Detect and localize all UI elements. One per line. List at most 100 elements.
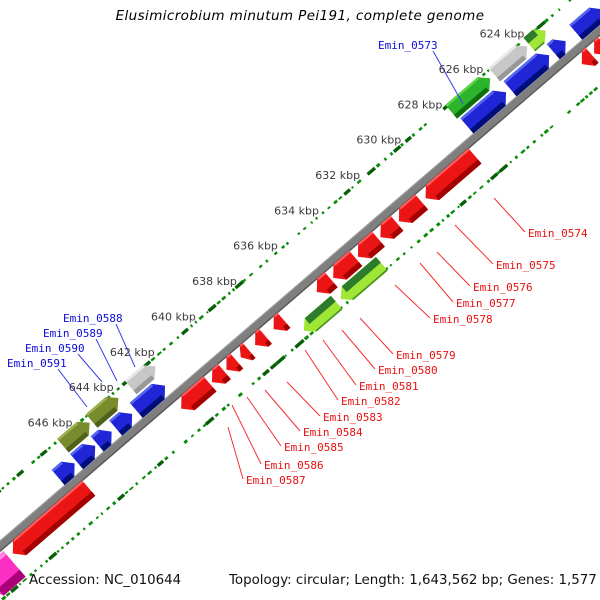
gene-label-Emin_0576[interactable]: Emin_0576 <box>473 281 533 294</box>
gc-dot <box>509 160 513 164</box>
gene-label-Emin_0590[interactable]: Emin_0590 <box>25 342 85 355</box>
gene-Emin_0574[interactable] <box>425 148 482 201</box>
gc-dot <box>575 101 581 107</box>
gc-dot <box>141 475 147 480</box>
gene-label-Emin_0582[interactable]: Emin_0582 <box>341 395 401 408</box>
gc-dot <box>435 222 441 227</box>
leader-line-Emin_0591 <box>57 368 88 408</box>
gene-arrow-bottom-bevel <box>556 50 566 60</box>
gene-label-Emin_0579[interactable]: Emin_0579 <box>396 349 456 362</box>
gc-dot <box>429 227 435 233</box>
gene-Emin_0590[interactable] <box>57 421 90 453</box>
gene-label-Emin_0589[interactable]: Emin_0589 <box>43 327 103 340</box>
gene-arrow[interactable] <box>488 45 528 82</box>
gc-dot <box>273 251 278 256</box>
gc-dot <box>543 128 549 135</box>
gene-Emin_0586-top-bevel <box>212 363 220 371</box>
gene-Emin_0583-bottom-bevel <box>264 339 272 347</box>
gene-label-Emin_0581[interactable]: Emin_0581 <box>359 380 419 393</box>
gene-label-Emin_0573[interactable]: Emin_0573 <box>378 39 438 52</box>
gene-Emin_0589[interactable] <box>85 397 119 428</box>
gene-Emin_0575[interactable] <box>398 194 429 223</box>
gene-label-Emin_0583[interactable]: Emin_0583 <box>323 411 383 424</box>
gene-label-Emin_0585[interactable]: Emin_0585 <box>284 441 344 454</box>
gc-dot <box>5 592 11 597</box>
gene-Emin_0584-bottom-bevel <box>249 353 256 361</box>
gc-dot <box>532 139 537 144</box>
map-title: Elusimicrobium minutum Pei191, complete … <box>115 8 485 24</box>
gc-dot <box>95 515 100 520</box>
gene-label-Emin_0577[interactable]: Emin_0577 <box>456 297 516 310</box>
gene-arrow-top-bevel <box>488 45 517 70</box>
gc-dot <box>593 86 599 92</box>
gene-label-Emin_0580[interactable]: Emin_0580 <box>378 364 438 377</box>
gene-arrow[interactable] <box>129 383 165 418</box>
gene-label-Emin_0574[interactable]: Emin_0574 <box>528 227 588 240</box>
gene-Emin_0591-top-bevel <box>51 461 63 472</box>
gc-dot <box>284 354 288 357</box>
gene-arrow-bottom-bevel <box>534 41 545 52</box>
gc-dot <box>39 564 44 568</box>
gene-Emin_0573[interactable] <box>445 77 491 119</box>
gene-arrow[interactable] <box>460 90 506 134</box>
gene-Emin_0575-top-bevel <box>399 194 417 210</box>
gc-dot <box>231 287 236 292</box>
gc-dot <box>39 449 48 457</box>
gc-dot <box>383 157 388 162</box>
gene-Emin_0587-top-bevel <box>181 376 205 397</box>
gene-arrow-top-bevel <box>13 480 84 542</box>
gene-Emin_0581-top-bevel <box>304 295 336 324</box>
gc-dot <box>261 368 271 377</box>
gene-arrow-top-bevel <box>581 47 587 53</box>
gene-Emin_0573-bottom-bevel <box>453 87 490 119</box>
tick-label-640: 640 kbp <box>151 310 196 323</box>
gc-dot <box>189 324 194 328</box>
gene-arrow[interactable] <box>12 480 96 556</box>
gc-dot <box>416 239 421 244</box>
gc-dot <box>498 163 509 173</box>
gene-label-Emin_0586[interactable]: Emin_0586 <box>264 459 324 472</box>
backbone-line <box>0 25 600 551</box>
gene-Emin_0579[interactable] <box>333 250 363 280</box>
gene-Emin_0576-top-bevel <box>380 215 392 226</box>
gene-Emin_0587[interactable] <box>181 376 217 411</box>
tick-label-644: 644 kbp <box>69 381 114 394</box>
gc-dot <box>351 186 354 189</box>
gc-dot <box>171 450 176 455</box>
gene-arrow[interactable] <box>503 53 550 97</box>
gene-label-Emin_0588[interactable]: Emin_0588 <box>63 312 123 325</box>
leader-line-Emin_0587 <box>227 426 244 480</box>
gc-dot <box>36 455 41 460</box>
leader-line-Emin_0589 <box>95 338 118 382</box>
gc-dot <box>105 506 111 511</box>
gene-Emin_0581[interactable] <box>303 295 343 332</box>
gene-label-Emin_0584[interactable]: Emin_0584 <box>303 426 363 439</box>
gene-Emin_0574-bottom-bevel <box>435 159 482 201</box>
gc-dot <box>79 417 85 423</box>
tick-label-638: 638 kbp <box>192 275 237 288</box>
gene-arrow-bottom-bevel <box>0 569 26 596</box>
gc-dot <box>457 205 461 209</box>
gc-dot <box>568 0 572 2</box>
gc-dot <box>205 310 209 314</box>
gc-dot <box>579 97 586 103</box>
gc-dot <box>18 582 22 586</box>
leader-line-Emin_0580 <box>341 329 376 370</box>
gene-arrow[interactable] <box>569 7 600 40</box>
gc-dot <box>297 231 301 236</box>
gc-dot <box>327 206 331 210</box>
leader-line-Emin_0588 <box>115 323 136 368</box>
gene-Emin_0578[interactable] <box>340 256 388 300</box>
gene-label-Emin_0578[interactable]: Emin_0578 <box>433 313 493 326</box>
gc-dot <box>221 295 227 301</box>
gene-Emin_0588[interactable] <box>124 365 156 395</box>
gene-label-Emin_0591[interactable]: Emin_0591 <box>7 357 67 370</box>
gene-label-Emin_0587[interactable]: Emin_0587 <box>246 474 306 487</box>
tick-label-642: 642 kbp <box>110 346 155 359</box>
gene-label-Emin_0575[interactable]: Emin_0575 <box>496 259 556 272</box>
gc-dot <box>33 569 38 573</box>
gc-dot <box>227 291 232 296</box>
gene-Emin_0579-bottom-bevel <box>343 261 363 280</box>
gc-dot <box>389 263 393 267</box>
gc-dot <box>70 536 75 541</box>
